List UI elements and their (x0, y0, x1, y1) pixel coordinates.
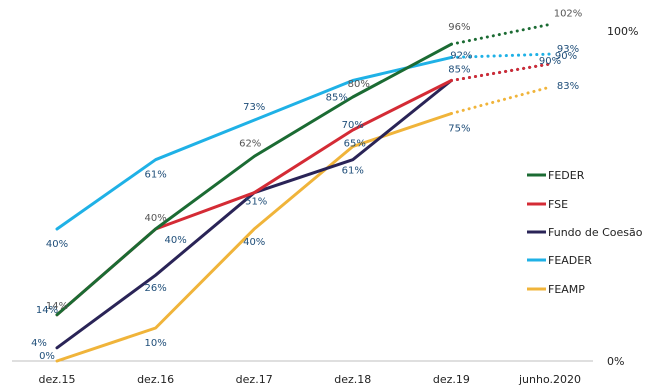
data-label: 85% (326, 93, 348, 104)
legend-label: Fundo de Coesão (548, 226, 643, 239)
data-label: 61% (144, 170, 166, 181)
data-label: 14% (46, 301, 68, 312)
y-axis-labels: 100% 0% (607, 25, 638, 368)
data-label: 102% (554, 8, 583, 19)
x-tick-label: dez.17 (236, 373, 273, 385)
data-label: 96% (448, 22, 470, 33)
x-tick-label: dez.15 (38, 373, 75, 385)
data-label: 92% (450, 51, 472, 62)
x-tick-label: dez.16 (137, 373, 174, 385)
series-projection-feader (449, 52, 552, 59)
data-label: 83% (557, 81, 579, 92)
data-label: 40% (46, 239, 68, 250)
data-label: 40% (164, 235, 186, 246)
data-label: 40% (144, 213, 166, 224)
legend: FEDER FSE Fundo de Coesão FEADER FEAMP (527, 169, 643, 296)
x-tick-label: dez.18 (334, 373, 371, 385)
data-label: 4% (31, 338, 47, 349)
series-projection-fse (449, 62, 552, 82)
data-label: 10% (144, 338, 166, 349)
data-label: 80% (348, 79, 370, 90)
y-axis-label-top: 100% (607, 25, 638, 38)
legend-label: FSE (548, 198, 568, 211)
data-label: 61% (342, 166, 364, 177)
data-label: 26% (144, 283, 166, 294)
x-tick-label: junho.2020 (518, 373, 581, 385)
x-tick-labels: dez.15 dez.16 dez.17 dez.18 dez.19 junho.2020 (38, 373, 581, 385)
data-labels-layer: 14% 40% 62% 80% 96% 102% 14% 40% 51% 70% 85% 90% 4% 2… (31, 8, 582, 362)
data-label: 0% (39, 351, 55, 362)
data-label: 51% (245, 197, 267, 208)
lines-layer (55, 22, 552, 363)
series-projection-feder (449, 22, 552, 46)
x-tick-label: dez.19 (433, 373, 470, 385)
series-projection-feamp (449, 85, 552, 115)
data-label: 93% (557, 44, 579, 55)
data-label: 90% (555, 51, 577, 62)
legend-label: FEADER (548, 254, 592, 267)
data-label: 73% (243, 102, 265, 113)
legend-label: FEAMP (548, 283, 585, 296)
data-label: 14% (36, 305, 58, 316)
data-label: 85% (448, 65, 470, 76)
data-label: 90% (539, 56, 561, 67)
data-label: 62% (239, 138, 261, 149)
data-label: 75% (448, 124, 470, 135)
legend-label: FEDER (548, 169, 585, 182)
series-line-feder (55, 42, 453, 317)
y-axis-label-bottom: 0% (607, 355, 624, 368)
data-label: 40% (243, 237, 265, 248)
data-label: 65% (344, 139, 366, 150)
data-label: 70% (342, 120, 364, 131)
series-line-feader (55, 55, 453, 231)
series-line-feamp (55, 112, 453, 363)
